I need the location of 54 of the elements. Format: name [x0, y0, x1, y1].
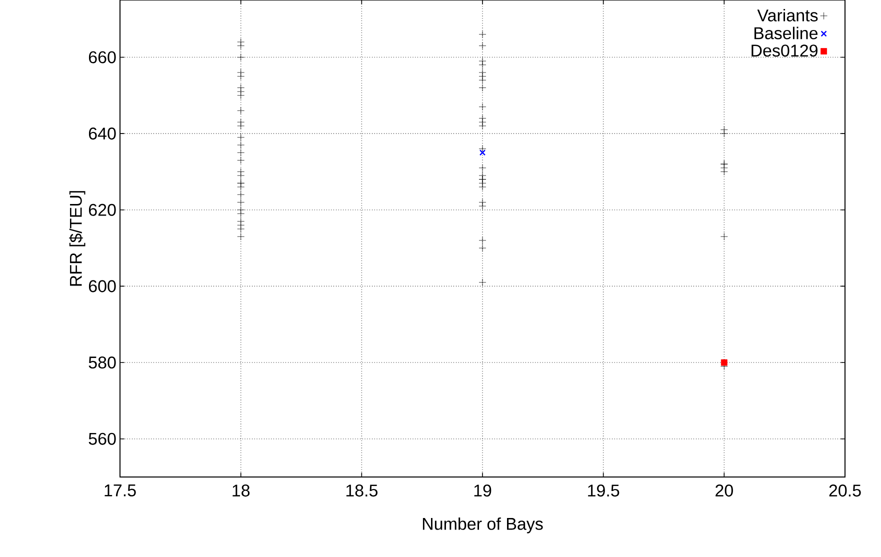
point	[478, 76, 486, 84]
x-tick-label: 18.5	[346, 484, 378, 497]
point	[720, 359, 728, 366]
point	[478, 202, 486, 210]
point	[237, 72, 245, 80]
point	[478, 183, 486, 191]
point	[720, 130, 728, 138]
point	[720, 232, 728, 240]
point	[237, 42, 245, 50]
point	[720, 168, 728, 176]
x-tick-label: 19.5	[588, 484, 620, 497]
y-tick-label: 580	[88, 356, 116, 369]
point	[237, 232, 245, 240]
point	[478, 244, 486, 252]
point	[478, 42, 486, 50]
point	[237, 225, 245, 233]
legend-label: Baseline	[754, 26, 818, 40]
y-tick-label: 640	[88, 128, 116, 140]
point	[478, 145, 486, 153]
point	[478, 164, 486, 172]
point	[237, 92, 245, 100]
x-tick-label: 19	[474, 484, 492, 497]
y-tick-label: 660	[88, 51, 116, 64]
point	[237, 172, 245, 180]
point	[478, 103, 486, 111]
point	[478, 61, 486, 69]
x-tick-label: 20	[716, 484, 733, 497]
point	[478, 30, 486, 38]
point	[479, 150, 486, 156]
point	[237, 134, 245, 142]
x-axis-title: Number of Bays	[422, 517, 543, 534]
point	[237, 141, 245, 149]
point	[237, 183, 245, 191]
x-tick-label: 20.5	[829, 484, 861, 497]
point	[237, 122, 245, 130]
point	[237, 106, 245, 114]
legend-label: Des0129	[752, 44, 818, 57]
point	[237, 54, 245, 61]
x-tick-label: 17.5	[104, 484, 136, 496]
point	[478, 122, 486, 130]
y-tick-label: 620	[88, 204, 116, 216]
point	[478, 84, 486, 92]
point	[478, 278, 486, 286]
legend-label: Variants	[757, 8, 818, 22]
point	[478, 236, 486, 244]
point	[237, 190, 245, 198]
point	[237, 210, 245, 218]
x-tick-label: 18	[232, 484, 250, 497]
y-tick-label: 560	[88, 432, 116, 445]
y-tick-label: 600	[88, 280, 116, 292]
point	[237, 156, 245, 164]
y-axis-title: RFR [$/TEU]	[69, 191, 86, 286]
point	[237, 148, 245, 156]
point	[237, 198, 245, 206]
